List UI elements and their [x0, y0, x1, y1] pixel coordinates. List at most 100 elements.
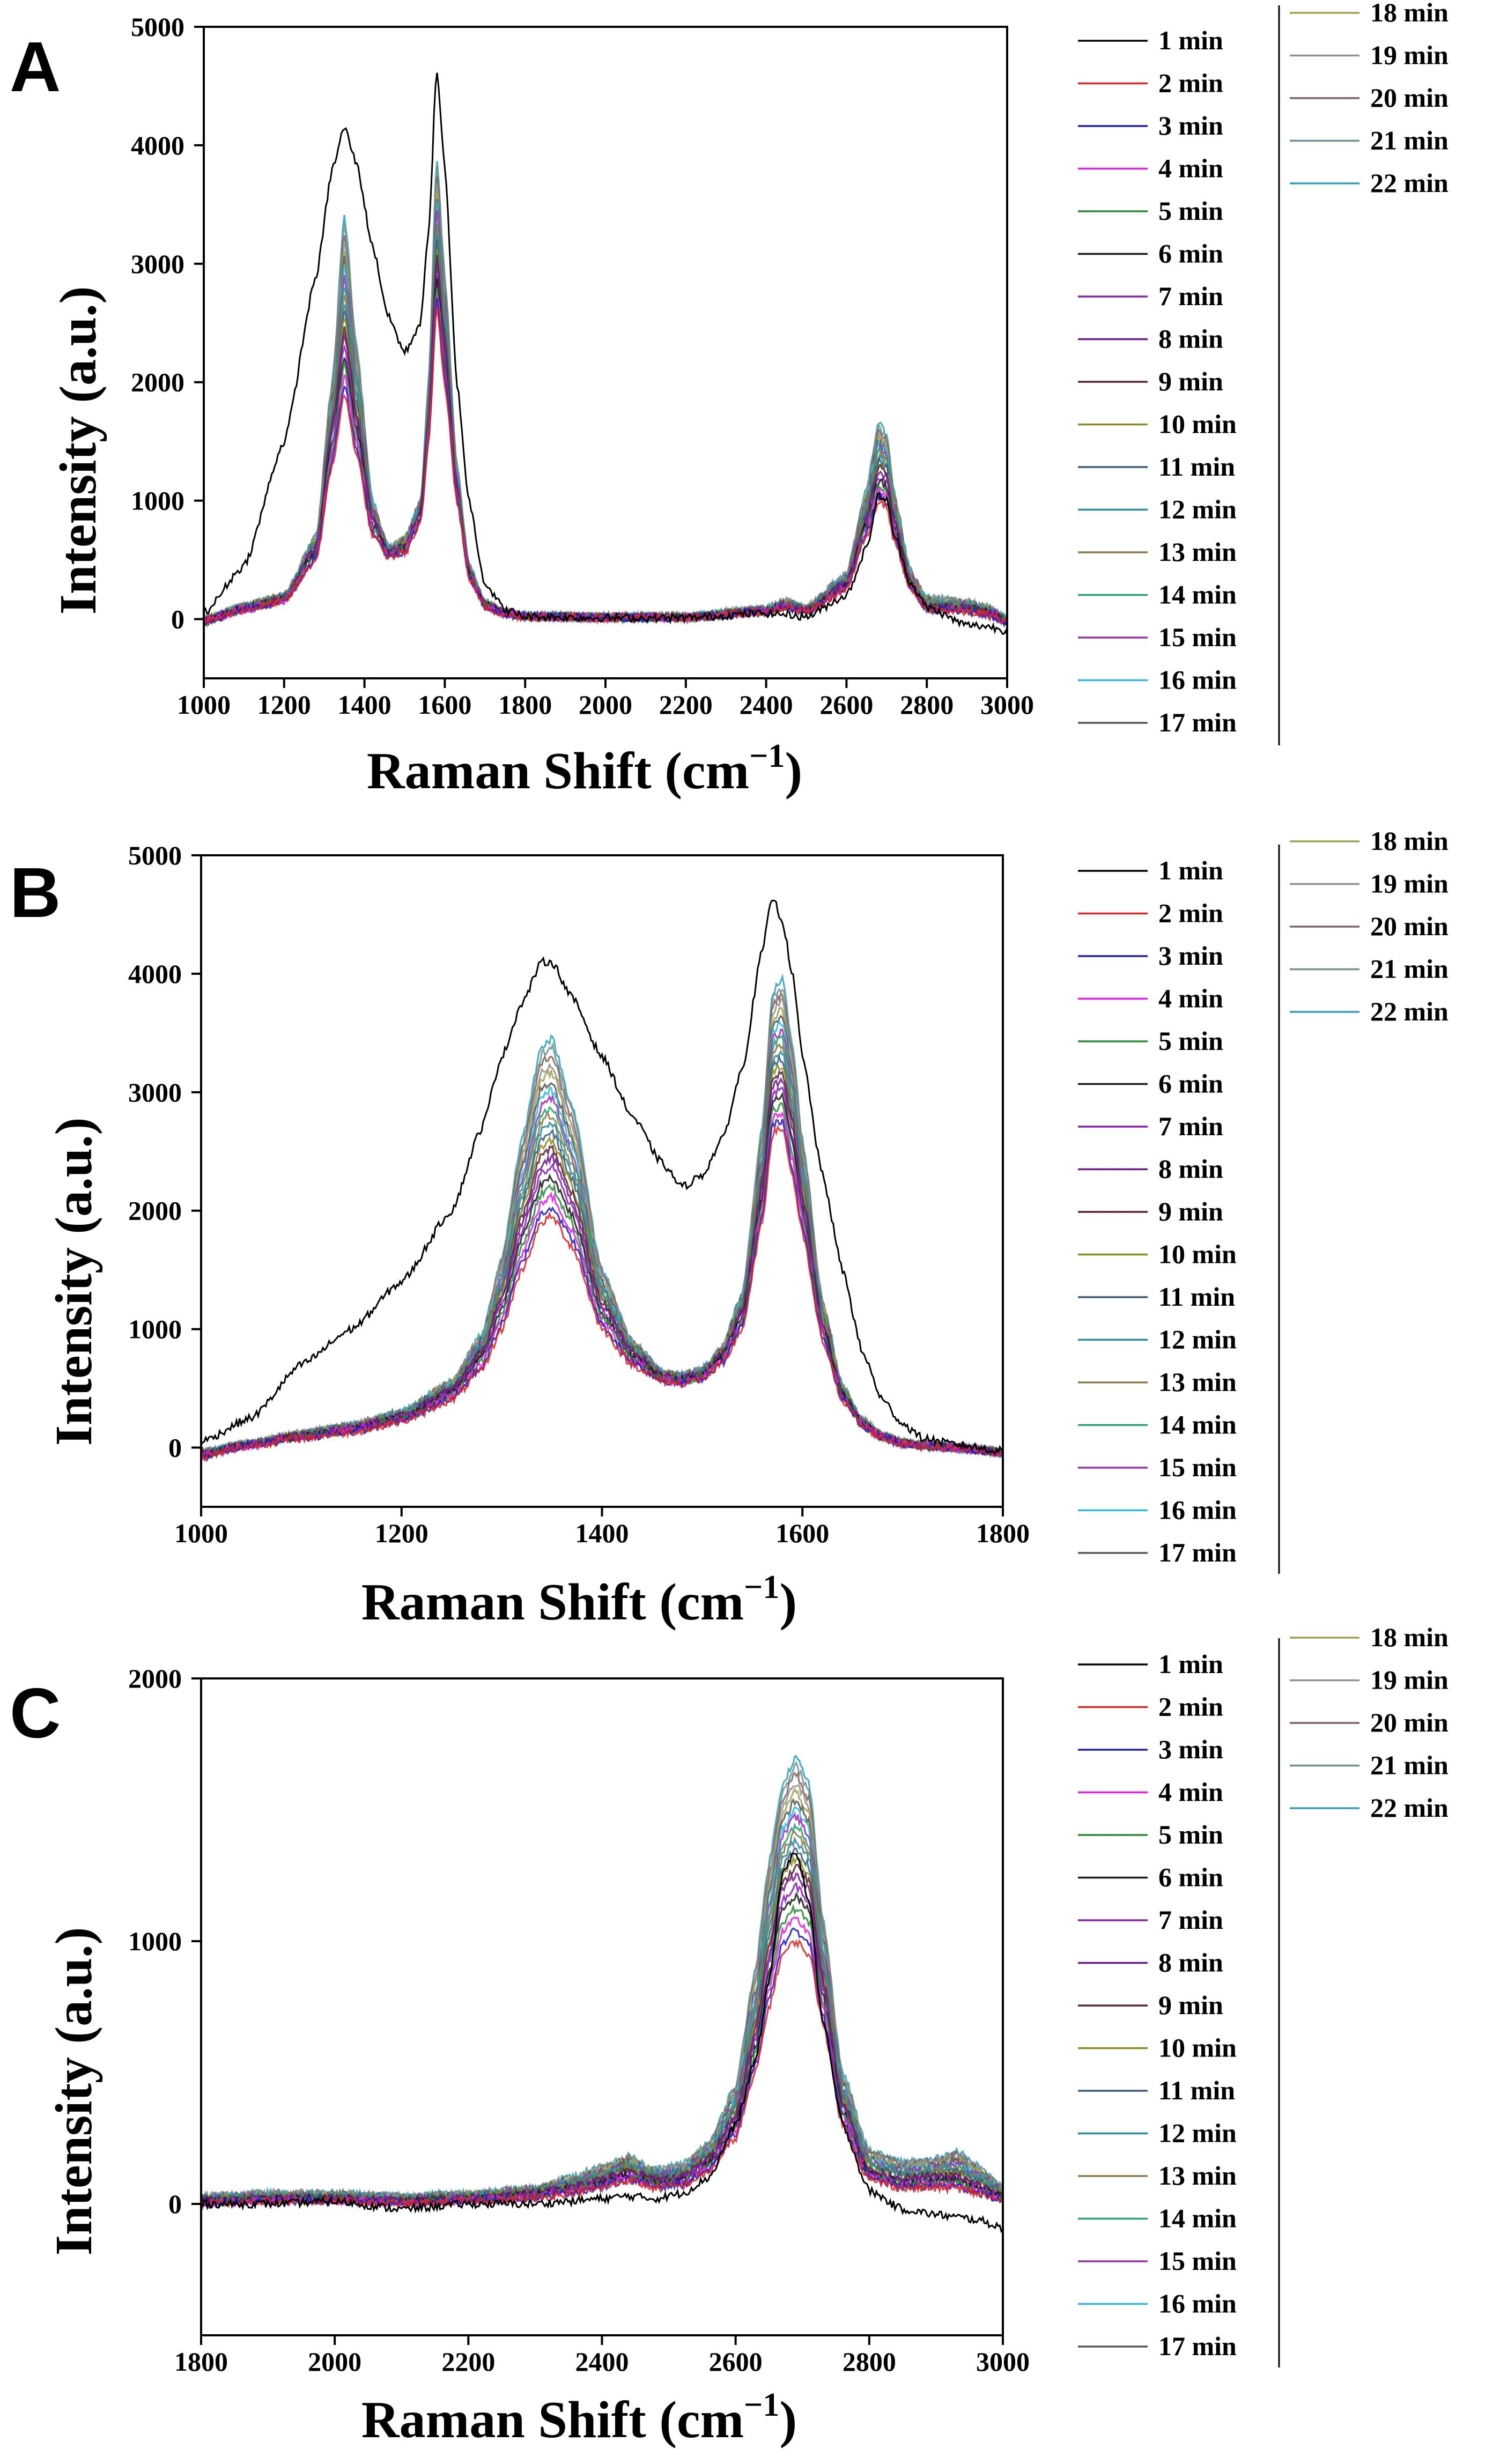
legend-label-21-min: 21 min [1370, 125, 1449, 156]
y-tick-label: 5000 [128, 840, 182, 870]
series-line-6-min [201, 1892, 1003, 2207]
series-line-13-min [201, 1043, 1003, 1458]
legend-label-17-min: 17 min [1158, 1537, 1237, 1567]
legend-label-8-min: 8 min [1158, 1948, 1223, 1978]
y-axis-title-c: Intensity (a.u.) [45, 1927, 103, 2256]
legend-c: 1 min 2 min 3 min 4 min 5 min 6 min 7 min 8 min… [1078, 1622, 1449, 2367]
x-tick-label: 2800 [900, 690, 954, 720]
series-line-14-min [201, 1034, 1003, 1457]
legend-label-18-min: 18 min [1370, 1622, 1449, 1652]
y-tick-label: 4000 [128, 959, 182, 989]
series-line-13-min [201, 1831, 1003, 2207]
series-line-19-min [204, 183, 1007, 625]
legend-label-10-min: 10 min [1158, 1239, 1237, 1269]
panel-a: A Intensity (a.u.) Raman Shift (cm−1) 10… [10, 0, 1449, 800]
y-tick-label: 0 [171, 604, 184, 634]
legend-label-11-min: 11 min [1158, 452, 1235, 482]
x-tick-label: 1200 [257, 690, 311, 720]
legend-label-18-min: 18 min [1370, 826, 1449, 856]
series-curves-a [204, 72, 1007, 635]
legend-label-5-min: 5 min [1158, 1819, 1223, 1849]
legend-label-21-min: 21 min [1370, 1750, 1449, 1780]
legend-label-19-min: 19 min [1370, 1665, 1449, 1695]
x-axis-title-a-sup: −1 [749, 738, 785, 774]
legend-label-20-min: 20 min [1370, 1707, 1449, 1737]
x-tick-label: 2200 [659, 690, 713, 720]
series-line-11-min [204, 240, 1007, 625]
legend-label-17-min: 17 min [1158, 2331, 1237, 2361]
y-tick-label: 5000 [131, 12, 184, 42]
series-line-21-min [201, 987, 1003, 1457]
x-ticks-c: 1800 2000 2200 2400 2600 2800 3000 [174, 2335, 1030, 2377]
legend-label-4-min: 4 min [1158, 983, 1223, 1013]
legend-label-17-min: 17 min [1158, 707, 1237, 737]
legend-label-22-min: 22 min [1370, 996, 1449, 1026]
series-curves-b [201, 899, 1003, 1462]
series-line-15-min [201, 1028, 1003, 1457]
legend-label-15-min: 15 min [1158, 622, 1237, 652]
x-axis-title-c-close: ) [779, 2391, 797, 2449]
legend-label-13-min: 13 min [1158, 537, 1237, 567]
legend-label-18-min: 18 min [1370, 0, 1449, 27]
legend-label-2-min: 2 min [1158, 68, 1223, 98]
y-tick-label: 2000 [131, 367, 184, 397]
legend-label-2-min: 2 min [1158, 1692, 1223, 1722]
series-line-22-min [201, 1755, 1003, 2202]
legend-label-22-min: 22 min [1370, 168, 1449, 198]
x-tick-label: 1400 [575, 1518, 629, 1548]
legend-label-7-min: 7 min [1158, 281, 1223, 311]
series-line-17-min [201, 1797, 1003, 2205]
x-axis-title-b-main: Raman Shift (cm [361, 1573, 744, 1631]
series-line-19-min [201, 996, 1003, 1457]
x-tick-label: 1000 [177, 690, 231, 720]
x-tick-label: 1600 [418, 690, 471, 720]
y-tick-label: 3000 [131, 249, 184, 279]
y-tick-label: 2000 [128, 1663, 182, 1693]
panel-letter-c: C [10, 1674, 61, 1752]
x-axis-title-b-sup: −1 [744, 1569, 779, 1605]
series-line-12-min [204, 233, 1007, 625]
x-tick-label: 2400 [740, 690, 793, 720]
legend-label-2-min: 2 min [1158, 898, 1223, 928]
series-line-13-min [204, 225, 1007, 624]
legend-label-7-min: 7 min [1158, 1905, 1223, 1935]
series-line-3-min [204, 298, 1007, 628]
legend-label-6-min: 6 min [1158, 239, 1223, 269]
y-tick-label: 1000 [131, 486, 184, 516]
series-line-17-min [204, 199, 1007, 624]
x-tick-label: 1600 [775, 1518, 829, 1548]
series-line-18-min [204, 189, 1007, 624]
series-line-16-min [201, 1020, 1003, 1456]
series-line-21-min [204, 165, 1007, 624]
legend-label-9-min: 9 min [1158, 1990, 1223, 2020]
x-tick-label: 1200 [375, 1518, 428, 1548]
legend-label-1-min: 1 min [1158, 1649, 1223, 1679]
y-tick-label: 1000 [128, 1314, 182, 1344]
legend-label-20-min: 20 min [1370, 83, 1449, 113]
legend-label-13-min: 13 min [1158, 2160, 1237, 2191]
x-tick-label: 2600 [819, 690, 873, 720]
legend-label-20-min: 20 min [1370, 911, 1449, 941]
y-ticks-c: 0 1000 2000 [128, 1663, 201, 2219]
x-tick-label: 1400 [338, 690, 391, 720]
y-tick-label: 1000 [128, 1926, 182, 1956]
panel-letter-b-glyph: B [10, 853, 61, 932]
panel-b: B Intensity (a.u.) Raman Shift (cm−1) 10… [10, 826, 1449, 1631]
legend-label-15-min: 15 min [1158, 1452, 1237, 1482]
legend-label-14-min: 14 min [1158, 580, 1237, 610]
x-tick-label: 2800 [843, 2347, 896, 2377]
x-axis-title-c-main: Raman Shift (cm [361, 2391, 744, 2449]
series-line-21-min [201, 1760, 1003, 2202]
legend-label-11-min: 11 min [1158, 1282, 1235, 1312]
legend-label-16-min: 16 min [1158, 665, 1237, 695]
x-tick-label: 3000 [980, 690, 1034, 720]
y-tick-label: 2000 [128, 1196, 182, 1226]
series-line-16-min [201, 1806, 1003, 2204]
x-tick-label: 2400 [575, 2347, 629, 2377]
x-tick-label: 2200 [441, 2347, 495, 2377]
series-line-16-min [204, 201, 1007, 625]
y-tick-label: 0 [168, 1433, 182, 1463]
series-line-22-min [204, 161, 1007, 623]
legend-label-14-min: 14 min [1158, 1410, 1237, 1440]
